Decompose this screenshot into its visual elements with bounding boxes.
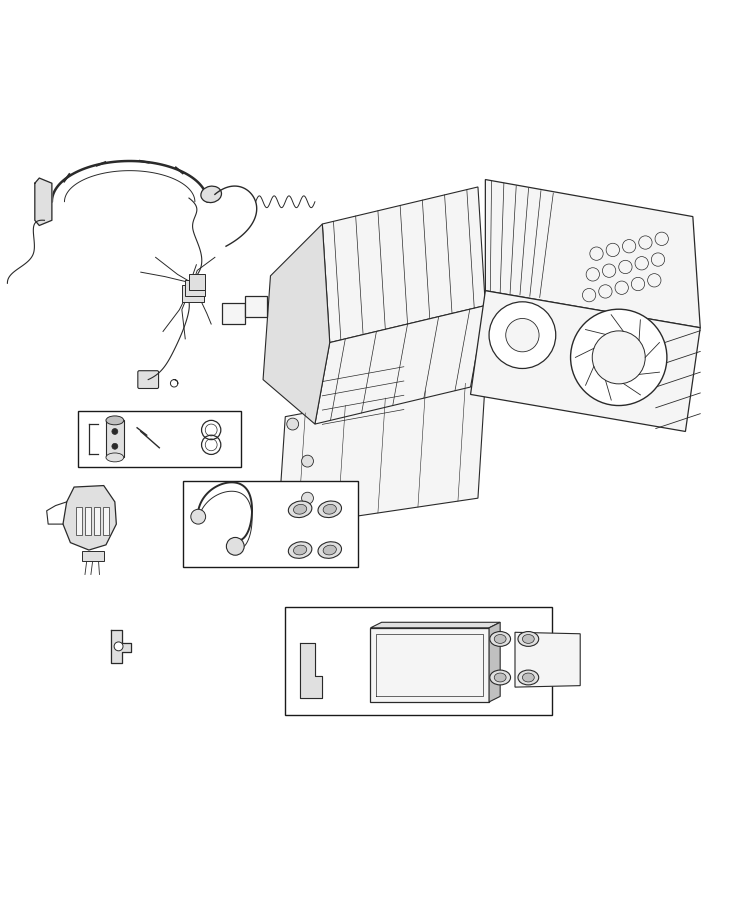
Polygon shape [515,633,580,687]
Bar [185,280,205,296]
Circle shape [287,418,299,430]
Circle shape [302,492,313,504]
Polygon shape [489,622,500,702]
Ellipse shape [288,542,312,558]
Ellipse shape [323,504,336,514]
Polygon shape [63,486,116,550]
Bar [245,296,267,317]
Ellipse shape [293,545,307,555]
Ellipse shape [106,453,124,462]
Polygon shape [278,380,485,527]
Bar [222,303,245,324]
Circle shape [112,428,118,435]
Ellipse shape [518,632,539,646]
Circle shape [506,319,539,352]
Ellipse shape [288,501,312,518]
Ellipse shape [323,545,336,555]
Bar [182,285,204,302]
Circle shape [114,642,123,651]
Polygon shape [111,630,131,662]
Polygon shape [263,224,330,424]
Bar [94,507,100,536]
Ellipse shape [494,634,506,644]
Ellipse shape [518,670,539,685]
Circle shape [592,331,645,384]
Polygon shape [300,643,322,698]
Ellipse shape [293,504,307,514]
Ellipse shape [522,634,534,644]
Ellipse shape [318,501,342,518]
Ellipse shape [490,632,511,646]
Bar [103,507,109,536]
FancyBboxPatch shape [138,371,159,389]
Circle shape [112,444,118,449]
Circle shape [489,302,556,368]
Circle shape [227,537,245,555]
Circle shape [571,310,667,406]
Ellipse shape [106,416,124,425]
Polygon shape [322,187,485,343]
Ellipse shape [494,673,506,682]
Polygon shape [370,622,500,628]
Bar [85,507,91,536]
Bar [285,608,552,715]
Polygon shape [471,291,700,431]
Polygon shape [315,305,485,424]
Bar [106,420,124,457]
Polygon shape [485,179,700,328]
Polygon shape [370,628,489,702]
Ellipse shape [318,542,342,558]
Bar [76,507,82,536]
Ellipse shape [201,186,222,202]
Ellipse shape [522,673,534,682]
Bar [184,482,358,567]
Bar [189,274,205,290]
Ellipse shape [490,670,511,685]
Circle shape [191,509,205,524]
Circle shape [302,455,313,467]
Bar [78,411,241,467]
Polygon shape [35,178,52,226]
Bar [82,551,104,562]
